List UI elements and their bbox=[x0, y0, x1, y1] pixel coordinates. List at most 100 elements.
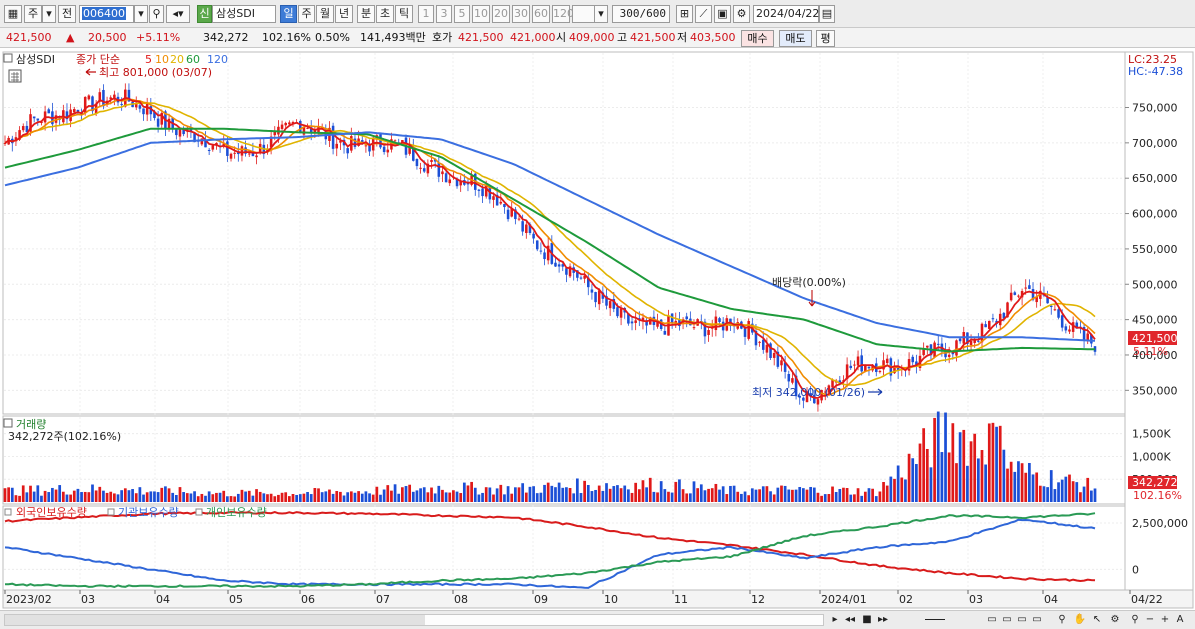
volume-bar bbox=[116, 494, 120, 502]
volume-bar bbox=[236, 493, 240, 502]
scroll-right-icon[interactable]: ▸ bbox=[832, 614, 838, 625]
save-icon[interactable]: ▣ bbox=[714, 5, 731, 23]
volume-bar bbox=[328, 489, 331, 502]
code-dropdown-icon[interactable]: ▾ bbox=[134, 5, 148, 23]
candle-body bbox=[1082, 327, 1086, 340]
volume-bar bbox=[1089, 490, 1093, 502]
candle-body bbox=[269, 136, 273, 148]
interval-120[interactable]: 120 bbox=[552, 5, 574, 23]
volume-bar bbox=[54, 489, 58, 502]
interval-1[interactable]: 1 bbox=[418, 5, 434, 23]
volume-bar bbox=[298, 494, 302, 502]
add-icon[interactable]: + bbox=[1160, 614, 1170, 625]
holdings-menu-icon[interactable] bbox=[4, 508, 12, 516]
candle-body bbox=[1075, 322, 1079, 329]
volume-bar bbox=[91, 484, 94, 502]
candle-body bbox=[958, 338, 962, 342]
candle-body bbox=[393, 140, 397, 142]
interval-5[interactable]: 5 bbox=[454, 5, 470, 23]
interval-10[interactable]: 10 bbox=[472, 5, 490, 23]
stock-code-input[interactable]: 006400 bbox=[79, 5, 134, 23]
zoom-out-icon[interactable]: − bbox=[1145, 614, 1155, 625]
pointer-icon[interactable]: ↖ bbox=[1092, 614, 1102, 625]
table-view-icon[interactable] bbox=[8, 69, 22, 83]
view-icon-4[interactable]: ▭ bbox=[1032, 614, 1042, 625]
chart-svg[interactable]: 750,000 700,000 650,000 600,000 550,000 500,0… bbox=[0, 48, 1195, 610]
view-icon-2[interactable]: ▭ bbox=[1002, 614, 1012, 625]
period-week[interactable]: 주 bbox=[298, 5, 315, 23]
candle-body bbox=[597, 290, 601, 305]
volume-bar bbox=[634, 482, 638, 502]
volume-bar bbox=[798, 486, 802, 502]
stop-icon[interactable]: ■ bbox=[862, 614, 872, 625]
time-axis-label: 2024/01 bbox=[821, 593, 867, 606]
interval-60[interactable]: 60 bbox=[532, 5, 550, 23]
gear-icon[interactable]: ⚙ bbox=[733, 5, 750, 23]
sell-button[interactable]: 매도 bbox=[779, 30, 812, 47]
hand-icon[interactable]: ✋ bbox=[1073, 614, 1087, 625]
period-select[interactable]: 주 bbox=[24, 5, 42, 23]
volume-bar bbox=[196, 496, 200, 502]
volume-bar bbox=[915, 464, 918, 502]
stock-name-field[interactable]: 삼성SDI bbox=[212, 5, 276, 23]
period-tick[interactable]: 틱 bbox=[395, 5, 413, 23]
period-year[interactable]: 년 bbox=[335, 5, 353, 23]
candle-body bbox=[455, 178, 459, 187]
interval-20[interactable]: 20 bbox=[492, 5, 510, 23]
period-second[interactable]: 초 bbox=[376, 5, 394, 23]
indicator-icon[interactable]: ⊞ bbox=[676, 5, 693, 23]
time-axis-label: 12 bbox=[751, 593, 765, 606]
candle-body bbox=[495, 194, 499, 206]
volume-bar bbox=[386, 485, 390, 502]
period-minute[interactable]: 분 bbox=[357, 5, 375, 23]
volume-menu-icon[interactable] bbox=[3, 418, 13, 428]
volume-bar bbox=[514, 487, 517, 502]
volume-bar bbox=[842, 487, 845, 502]
current-price-tag-text: 421,500 bbox=[1132, 332, 1178, 345]
eval-button[interactable]: 평 bbox=[816, 30, 835, 47]
speaker-icon[interactable]: ◂▾ bbox=[166, 5, 190, 23]
candle-body bbox=[280, 124, 284, 129]
period-day[interactable]: 일 bbox=[280, 5, 297, 23]
volume-bar bbox=[1049, 470, 1053, 502]
panel-menu-icon[interactable] bbox=[3, 53, 13, 63]
ma-legend-20: 20 bbox=[170, 53, 184, 66]
candle-body bbox=[134, 102, 138, 108]
font-size-icon[interactable]: A bbox=[1176, 614, 1184, 625]
candle-body bbox=[448, 179, 452, 184]
volume-bar bbox=[69, 494, 72, 502]
view-icon-3[interactable]: ▭ bbox=[1017, 614, 1027, 625]
prev-button[interactable]: 전 bbox=[58, 5, 76, 23]
count-field[interactable]: 300/600 bbox=[612, 5, 670, 23]
rewind-icon[interactable]: ◂◂ bbox=[844, 614, 856, 625]
fast-forward-icon[interactable]: ▸▸ bbox=[877, 614, 889, 625]
volume-bar bbox=[51, 487, 54, 502]
interval-3[interactable]: 3 bbox=[436, 5, 452, 23]
candle-body bbox=[1031, 289, 1035, 300]
volume-bar bbox=[477, 494, 481, 502]
volume-bar bbox=[1024, 472, 1028, 502]
settings-icon[interactable]: ⚙ bbox=[1110, 614, 1120, 625]
date-input[interactable]: 2024/04/22 bbox=[753, 5, 819, 23]
zoom-in-icon[interactable]: ⚲ bbox=[1131, 614, 1139, 625]
chart-scrollbar[interactable] bbox=[4, 614, 824, 626]
scrollbar-thumb[interactable] bbox=[5, 615, 425, 625]
volume-bar bbox=[554, 487, 557, 502]
calendar-icon[interactable]: ▤ bbox=[819, 5, 835, 23]
layout-icon[interactable]: ▦ bbox=[4, 5, 22, 23]
change-amount: 20,500 bbox=[88, 31, 127, 44]
interval-30[interactable]: 30 bbox=[512, 5, 530, 23]
drawing-tool-icon[interactable]: ⟋ bbox=[695, 5, 712, 23]
view-icon-1[interactable]: ▭ bbox=[987, 614, 997, 625]
magnifier-icon[interactable]: ⚲ bbox=[1058, 614, 1066, 625]
period-month[interactable]: 월 bbox=[316, 5, 334, 23]
chart-area[interactable]: 750,000 700,000 650,000 600,000 550,000 500,0… bbox=[0, 48, 1195, 610]
volume-bar bbox=[43, 490, 47, 502]
volume-bar bbox=[747, 495, 751, 502]
chevron-down-icon[interactable]: ▾ bbox=[42, 5, 56, 23]
interval-dropdown-icon[interactable]: ▾ bbox=[594, 5, 608, 23]
buy-button[interactable]: 매수 bbox=[741, 30, 774, 47]
volume-bar bbox=[608, 488, 612, 502]
zoom-slider[interactable]: ⎯⎯⎯⎯ bbox=[925, 614, 945, 625]
search-icon[interactable]: ⚲ bbox=[149, 5, 164, 23]
